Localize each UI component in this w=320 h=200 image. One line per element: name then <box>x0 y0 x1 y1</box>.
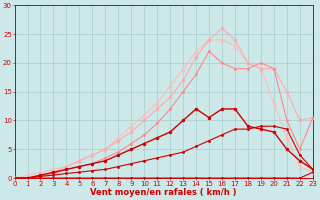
X-axis label: Vent moyen/en rafales ( km/h ): Vent moyen/en rafales ( km/h ) <box>91 188 237 197</box>
